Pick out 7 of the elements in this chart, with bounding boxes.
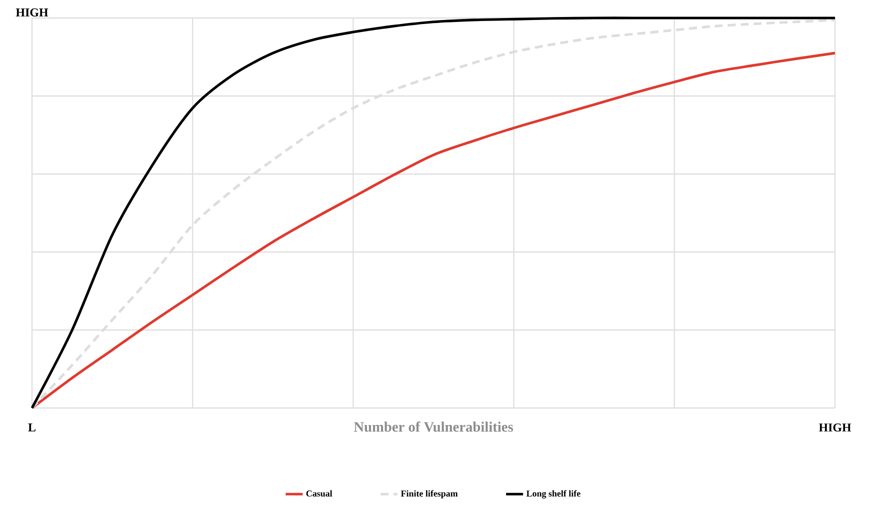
legend-label: Finite lifespam [400, 490, 458, 498]
x-axis-title: Number of Vulnerabilities [354, 422, 514, 432]
text: HIGH [818, 424, 852, 432]
text: L [28, 424, 36, 432]
text: HIGH [16, 8, 48, 16]
legend-label: Long shelf life [526, 490, 580, 498]
legend-label: Casual [306, 490, 332, 497]
